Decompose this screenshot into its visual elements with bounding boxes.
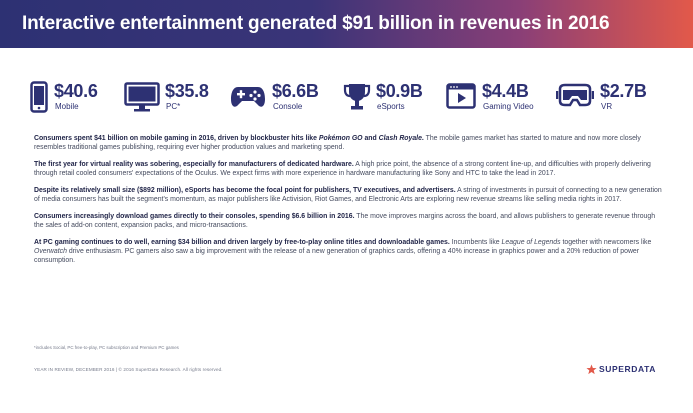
video-player-icon [446, 83, 476, 109]
stat-label: eSports [377, 102, 405, 111]
lead-text: Consumers spent $41 billion on mobile ga… [34, 135, 319, 142]
stat-value: $40.6 [54, 81, 98, 101]
logo-text: SUPERDATA [599, 364, 657, 374]
stat-gaming-video: $4.4B Gaming Video [446, 78, 561, 120]
stat-value: $6.6B [272, 81, 319, 101]
stat-value: $0.9B [376, 81, 423, 101]
paragraph-console: Consumers increasingly download games di… [34, 212, 662, 230]
paragraph-body: Incumbents like [449, 238, 502, 246]
superdata-logo: SUPERDATA [586, 362, 656, 376]
paragraph-lead: The first year for virtual reality was s… [34, 160, 354, 168]
stat-pc: $35.8 PC* [124, 78, 224, 120]
star-icon [586, 363, 597, 374]
footnote: *includes Social, PC free-to-play, PC su… [34, 345, 179, 350]
paragraph-body: A string of investments in pursuit of co… [34, 186, 662, 204]
page-title: Interactive entertainment generated $91 … [22, 13, 610, 34]
stat-vr: $2.7B VR [556, 78, 670, 120]
vr-headset-icon [556, 83, 594, 107]
paragraph-vr: The first year for virtual reality was s… [34, 160, 662, 178]
lead-text: . [421, 135, 424, 142]
article-body: Consumers spent $41 billion on mobile ga… [34, 134, 662, 273]
stats-row: $40.6 Mobile $35.8 PC* $6.6B Console [30, 78, 670, 120]
paragraph-body: drive enthusiasm. PC gamers also saw a b… [34, 247, 640, 265]
monitor-icon [124, 82, 160, 112]
header-banner: Interactive entertainment generated $91 … [0, 0, 693, 48]
mobile-phone-icon [30, 81, 48, 113]
stat-label: Console [273, 102, 303, 111]
stat-console: $6.6B Console [230, 78, 330, 120]
paragraph-body: The move improves margins across the boa… [34, 212, 656, 229]
stat-mobile: $40.6 Mobile [30, 78, 125, 120]
game-title: Pokémon GO [318, 135, 363, 142]
paragraph-lead: Consumers increasingly download games di… [34, 212, 355, 220]
paragraph-body: The mobile games market has started to m… [34, 135, 641, 152]
game-title: Clash Royale [378, 135, 422, 142]
stat-label: Mobile [55, 102, 79, 111]
game-title: Overwatch [34, 247, 67, 255]
lead-text: and [362, 135, 379, 142]
stat-label: VR [601, 102, 613, 111]
paragraph-mobile: Consumers spent $41 billion on mobile ga… [34, 134, 662, 152]
stat-label: Gaming Video [483, 102, 534, 111]
paragraph-lead: Despite its relatively small size ($892 … [34, 186, 456, 194]
stat-value: $2.7B [600, 81, 647, 101]
stat-esports: $0.9B eSports [343, 78, 443, 120]
paragraph-lead: Consumers spent $41 billion on mobile ga… [34, 135, 424, 142]
stat-value: $35.8 [165, 81, 209, 101]
stat-label: PC* [166, 102, 181, 111]
paragraph-lead: At PC gaming continues to do well, earni… [34, 238, 450, 246]
stat-value: $4.4B [482, 81, 529, 101]
paragraph-esports: Despite its relatively small size ($892 … [34, 186, 662, 204]
paragraph-body: A high price point, the absence of a str… [34, 160, 651, 178]
trophy-icon [343, 84, 371, 110]
game-title: League of Legends [501, 238, 561, 246]
paragraph-body: together with newcomers like [560, 238, 652, 246]
copyright-footer: YEAR IN REVIEW, DECEMBER 2016 | © 2016 S… [34, 367, 223, 372]
paragraph-pc: At PC gaming continues to do well, earni… [34, 238, 662, 266]
gamepad-icon [231, 87, 265, 107]
